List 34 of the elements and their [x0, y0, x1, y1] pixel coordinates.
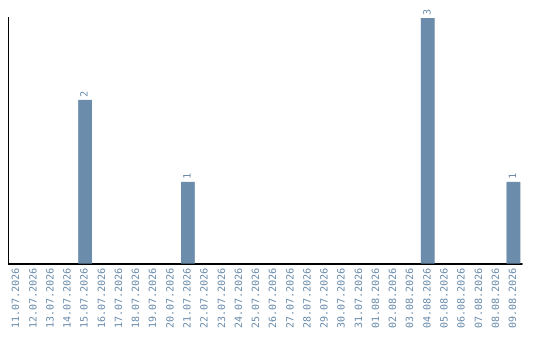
x-tick-label: 13.07.2026 [45, 268, 56, 328]
x-tick-label: 30.07.2026 [336, 268, 348, 328]
x-tick-label: 23.07.2026 [216, 268, 228, 328]
x-tick-label: 14.07.2026 [62, 268, 74, 328]
x-tick-label: 05.08.2026 [439, 268, 450, 328]
x-tick-label: 20.07.2026 [165, 268, 176, 328]
x-tick-label: 28.07.2026 [302, 268, 314, 328]
x-tick-label: 22.07.2026 [200, 268, 211, 328]
x-tick-label: 26.07.2026 [268, 268, 280, 328]
x-tick-label: 25.07.2026 [251, 268, 262, 328]
x-tick-label: 01.08.2026 [370, 268, 382, 328]
x-tick-label: 17.07.2026 [114, 268, 125, 328]
x-tick-label: 12.07.2026 [28, 268, 40, 328]
x-tick-label: 19.07.2026 [148, 268, 160, 328]
x-tick-label: 15.07.2026 [80, 268, 91, 328]
x-tick-label: 07.08.2026 [474, 268, 485, 328]
x-tick-label: 06.08.2026 [456, 268, 468, 328]
x-tick-label: 08.08.2026 [490, 268, 502, 328]
data-label: 3 [422, 8, 434, 15]
x-tick-label: 24.07.2026 [234, 268, 245, 328]
x-tick-label: 21.07.2026 [182, 268, 194, 328]
x-tick-label: 29.07.2026 [320, 268, 331, 328]
x-tick-label: 11.07.2026 [11, 268, 22, 328]
x-tick-label: 03.08.2026 [405, 268, 416, 328]
x-tick-label: 31.07.2026 [354, 268, 365, 328]
x-tick-label: 18.07.2026 [131, 268, 142, 328]
x-tick-label: 09.08.2026 [508, 268, 520, 328]
x-tick-label: 27.07.2026 [285, 268, 296, 328]
data-label: 1 [182, 172, 194, 179]
data-label: 2 [80, 90, 91, 97]
data-label: 1 [508, 172, 520, 179]
x-tick-label: 02.08.2026 [388, 268, 400, 328]
x-tick-label: 04.08.2026 [422, 268, 434, 328]
x-tick-label: 16.07.2026 [96, 268, 108, 328]
